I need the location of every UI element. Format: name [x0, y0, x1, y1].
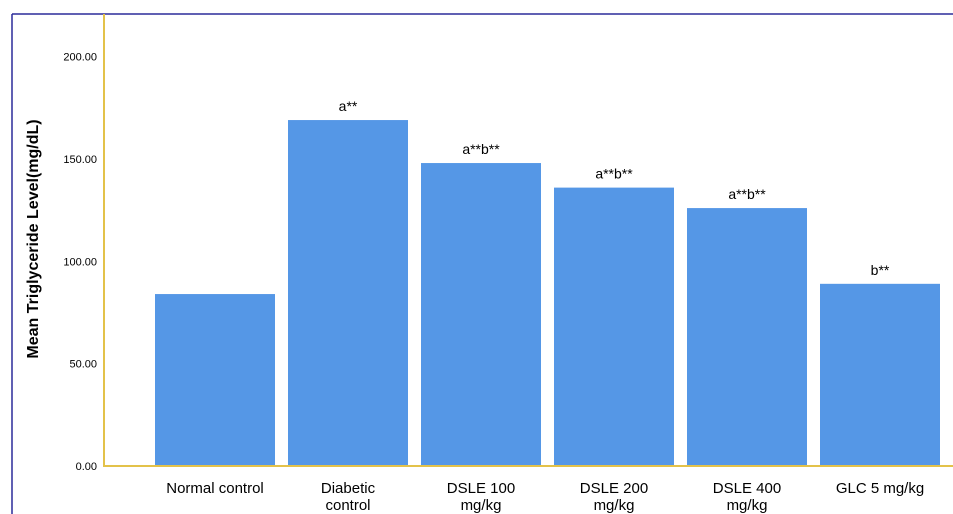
x-tick-label-5: GLC 5 mg/kg: [836, 480, 924, 497]
x-tick-label-3: DSLE 200 mg/kg: [580, 480, 648, 514]
bar-annotation-1: a**: [339, 98, 358, 114]
y-tick-label-3: 150.00: [63, 154, 97, 166]
bar-4: [687, 208, 807, 466]
y-tick-label-1: 50.00: [69, 359, 97, 371]
bar-1: [288, 120, 408, 466]
bar-annotation-4: a**b**: [728, 186, 766, 202]
x-tick-label-1: Diabetic control: [321, 480, 376, 514]
y-axis-title: Mean Triglyceride Level(mg/dL): [25, 119, 42, 358]
y-tick-label-0: 0.00: [76, 461, 97, 473]
bar-annotation-5: b**: [871, 262, 890, 278]
x-tick-label-2: DSLE 100 mg/kg: [447, 480, 515, 514]
bar-2: [421, 163, 541, 466]
x-tick-label-4: DSLE 400 mg/kg: [713, 480, 781, 514]
bar-annotation-2: a**b**: [462, 141, 500, 157]
bar-5: [820, 283, 940, 466]
bar-0: [155, 294, 275, 466]
x-tick-label-0: Normal control: [166, 480, 264, 497]
y-tick-label-4: 200.00: [63, 52, 97, 64]
bar-3: [554, 187, 674, 466]
bar-annotation-3: a**b**: [595, 166, 633, 182]
y-tick-label-2: 100.00: [63, 256, 97, 268]
